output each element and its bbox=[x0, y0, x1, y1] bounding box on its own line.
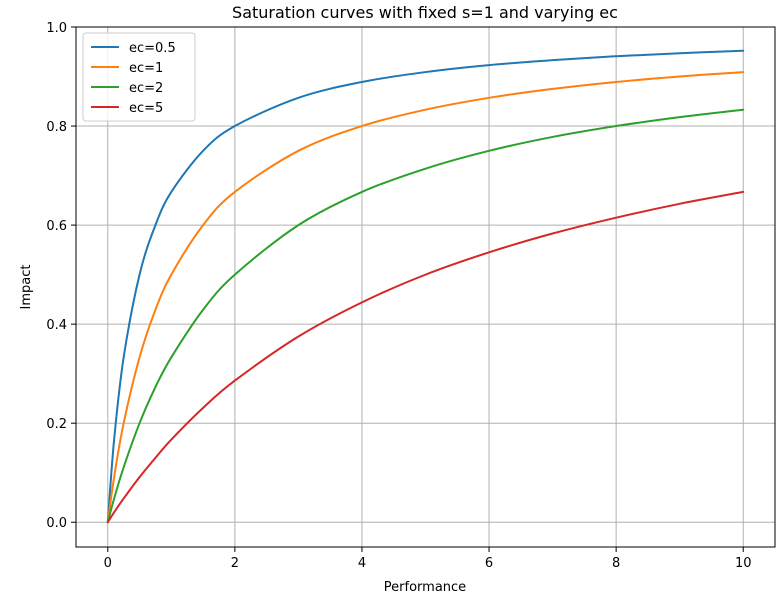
x-tick-label: 2 bbox=[231, 556, 239, 571]
series-lines bbox=[106, 49, 745, 524]
y-ticks: 0.0 0.2 0.4 0.6 0.8 1.0 bbox=[46, 21, 76, 531]
legend-label: ec=0.5 bbox=[129, 41, 176, 56]
y-tick-label: 1.0 bbox=[46, 21, 67, 36]
chart-title: Saturation curves with fixed s=1 and var… bbox=[232, 3, 618, 22]
x-tick-label: 6 bbox=[485, 556, 493, 571]
y-tick-label: 0.0 bbox=[46, 516, 67, 531]
series-line bbox=[106, 108, 745, 524]
x-ticks: 0 2 4 6 8 10 bbox=[104, 547, 752, 571]
y-tick-label: 0.4 bbox=[46, 318, 67, 333]
x-tick-label: 0 bbox=[104, 556, 112, 571]
legend-label: ec=1 bbox=[129, 61, 163, 76]
y-tick-label: 0.6 bbox=[46, 219, 67, 234]
series-line bbox=[106, 190, 745, 524]
x-tick-label: 10 bbox=[735, 556, 752, 571]
series-line bbox=[106, 49, 745, 524]
y-tick-label: 0.2 bbox=[46, 417, 67, 432]
series-line bbox=[106, 71, 745, 524]
x-axis-label: Performance bbox=[384, 580, 466, 595]
legend-box bbox=[82, 32, 196, 122]
x-tick-label: 4 bbox=[358, 556, 366, 571]
x-tick-label: 8 bbox=[612, 556, 620, 571]
legend-label: ec=2 bbox=[129, 81, 163, 96]
y-tick-label: 0.8 bbox=[46, 120, 67, 135]
y-axis-label: Impact bbox=[19, 265, 34, 310]
plot-frame bbox=[75, 26, 776, 548]
legend: ec=0.5 ec=1 ec=2 ec=5 bbox=[82, 32, 196, 122]
legend-label: ec=5 bbox=[129, 101, 163, 116]
